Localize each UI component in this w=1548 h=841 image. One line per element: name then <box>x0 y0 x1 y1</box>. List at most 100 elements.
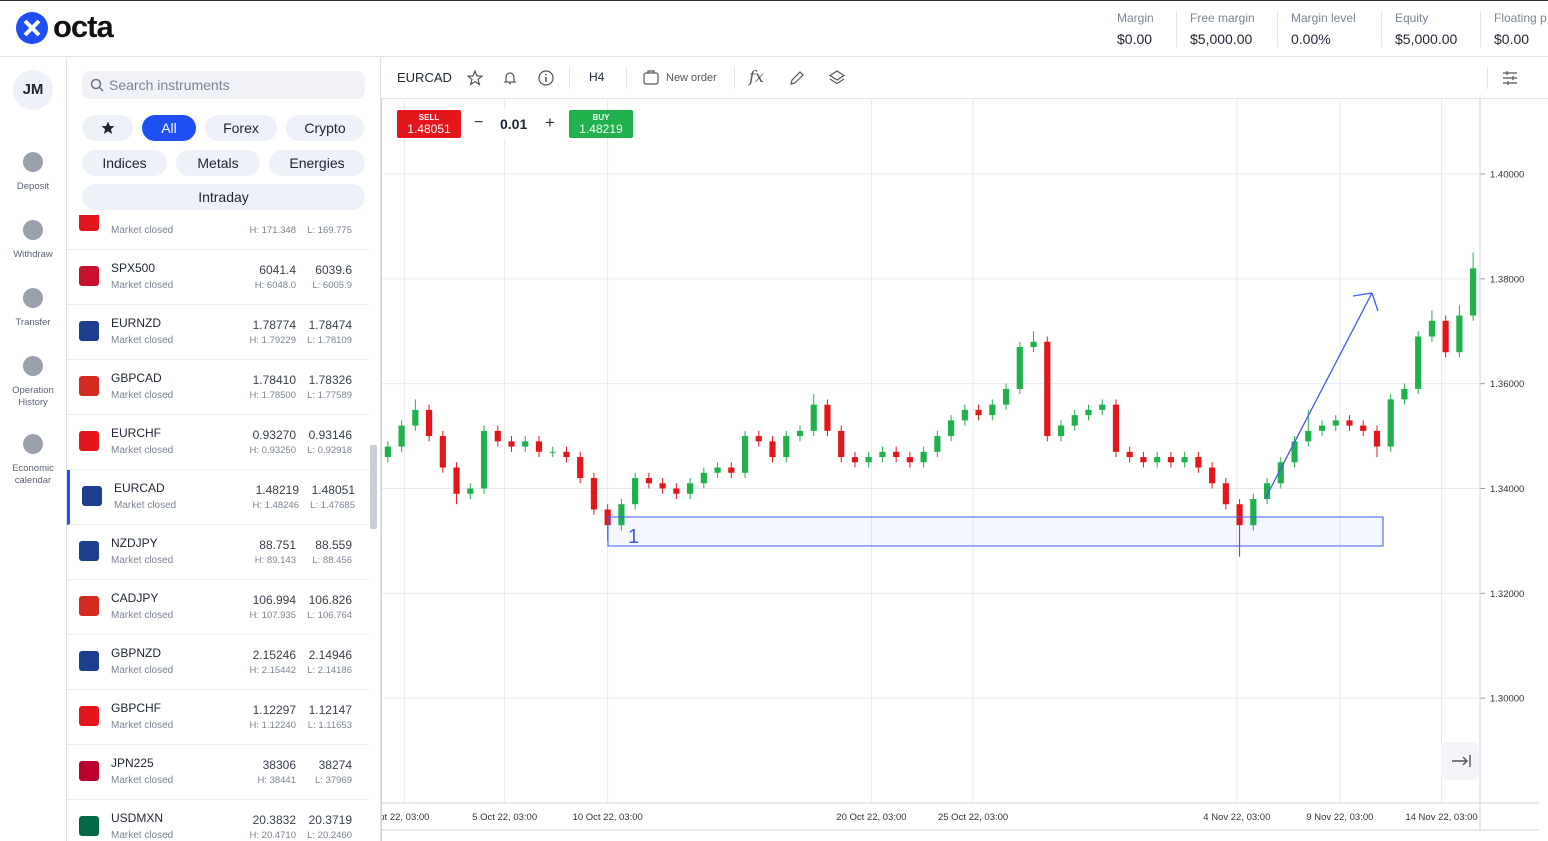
candle-body <box>796 430 804 437</box>
ask-price: 1.78326 <box>308 373 352 387</box>
new-order-icon[interactable] <box>643 70 661 86</box>
instrument-row[interactable]: GBPNZD Market closed 2.15246 2.14946 H: 2.15… <box>67 635 369 690</box>
lot-increase[interactable]: + <box>545 113 555 132</box>
info-icon[interactable] <box>537 69 555 87</box>
nav-label[interactable]: Transfer <box>15 317 51 328</box>
nav-icon[interactable] <box>23 434 43 454</box>
stat-value: $0.00 <box>1494 31 1530 47</box>
instrument-row[interactable]: USDMXN Market closed 20.3832 20.3719 H: 20.4… <box>67 800 369 841</box>
candle-body <box>508 441 515 447</box>
favorite-icon[interactable] <box>467 70 483 86</box>
nav-label[interactable]: Economic calendar <box>12 463 54 486</box>
candle-body <box>687 483 694 494</box>
timeframe[interactable]: H4 <box>589 70 605 84</box>
filter-button[interactable]: Intraday <box>82 184 365 210</box>
bid-price: 20.3832 <box>252 813 296 827</box>
layers-icon[interactable] <box>828 69 846 87</box>
symbol[interactable]: EURCAD <box>397 70 452 85</box>
instrument-row[interactable]: JPN225 Market closed 38306 38274 H: 38441 L: … <box>67 745 369 800</box>
candle-body <box>824 404 831 431</box>
market-status: Market closed <box>111 555 174 566</box>
instrument-row[interactable]: EURNZD Market closed 1.78774 1.78474 H: 1.79… <box>67 305 369 360</box>
instrument-name: JPN225 <box>111 756 154 770</box>
bid-price: 1.12297 <box>252 703 296 717</box>
candle-body <box>1263 483 1271 499</box>
favorites-filter[interactable] <box>82 115 133 141</box>
candle-body <box>1332 420 1339 426</box>
candle-body <box>769 441 776 458</box>
candle-body <box>425 409 433 437</box>
scrollbar[interactable] <box>370 445 377 529</box>
filter-button[interactable]: Crypto <box>286 115 364 141</box>
day-low: L: 1.47685 <box>310 500 355 511</box>
new-order[interactable]: New order <box>666 72 717 84</box>
instrument-row[interactable]: GBPCAD Market closed 1.78410 1.78326 H: 1.78… <box>67 360 369 415</box>
lot-decrease[interactable]: − <box>474 114 484 131</box>
nav-icon[interactable] <box>23 288 43 308</box>
instrument-name: GBPCAD <box>111 371 162 385</box>
nav-label[interactable]: Operation History <box>12 385 54 408</box>
flag-icon <box>79 651 99 671</box>
ask-price: 106.826 <box>308 593 352 607</box>
flag-icon <box>79 706 99 726</box>
top-bar: octa Margin $0.00 Free margin $5,000.00 Marg… <box>0 0 1548 57</box>
sell-button[interactable]: SELL 1.48051 <box>397 110 461 138</box>
day-low: L: 88.456 <box>312 555 352 566</box>
instrument-name: CADJPY <box>111 591 159 605</box>
filter-button[interactable]: Metals <box>176 150 260 176</box>
candle-body <box>412 409 419 426</box>
search-placeholder: Search instruments <box>109 77 230 93</box>
candle-body <box>398 425 405 447</box>
flag-icon <box>79 376 99 396</box>
candle-body <box>1002 388 1010 405</box>
nav-icon[interactable] <box>23 220 43 240</box>
instrument-row[interactable]: EURCHF Market closed 0.93270 0.93146 H: 0.93… <box>67 415 369 470</box>
buy-button[interactable]: BUY 1.48219 <box>569 110 633 138</box>
bid-price: 6041.4 <box>259 263 296 277</box>
bid-price: 106.994 <box>252 593 296 607</box>
nav-label[interactable]: Withdraw <box>13 249 53 260</box>
instrument-row[interactable]: Market closed H: 171.348 L: 169.775 <box>67 215 369 250</box>
filter-button[interactable]: All <box>142 115 196 141</box>
market-status: Market closed <box>111 390 174 401</box>
day-low: L: 169.775 <box>307 225 352 236</box>
instrument-row[interactable]: EURCAD Market closed 1.48219 1.48051 H: 1.48… <box>67 470 369 525</box>
ask-price: 1.12147 <box>308 703 352 717</box>
instrument-row[interactable]: CADJPY Market closed 106.994 106.826 H: 107.… <box>67 580 369 635</box>
candle-body <box>1428 320 1436 337</box>
logo[interactable]: octa <box>53 9 114 44</box>
lot-size[interactable]: 0.01 <box>500 116 528 132</box>
nav-label[interactable]: Deposit <box>16 181 50 192</box>
candle-body <box>1057 425 1065 437</box>
candle-body <box>1099 404 1106 410</box>
search-box[interactable]: Search instruments <box>82 71 365 99</box>
instrument-name: GBPCHF <box>111 701 162 715</box>
day-high: H: 20.4710 <box>249 830 296 841</box>
chart: 1 1.40000 1.38000 1.36000 1.34000 1.32000 1.3… <box>381 98 1539 841</box>
candle-body <box>1346 420 1353 426</box>
nav-icon[interactable] <box>23 152 43 172</box>
x-tick-label: 14 Nov 22, 03:00 <box>1405 812 1477 823</box>
avatar[interactable]: JM <box>13 70 53 110</box>
draw-icon[interactable] <box>788 69 806 87</box>
bid-price: 0.93270 <box>252 428 296 442</box>
settings-icon[interactable] <box>1501 69 1519 87</box>
bid-price: 1.78774 <box>252 318 296 332</box>
filter-button[interactable]: Energies <box>269 150 365 176</box>
instrument-row[interactable]: GBPCHF Market closed 1.12297 1.12147 H: 1.12… <box>67 690 369 745</box>
candle-body <box>755 436 762 442</box>
y-tick-label: 1.36000 <box>1490 379 1524 390</box>
alert-icon[interactable] <box>502 70 518 86</box>
candle-body <box>618 504 625 526</box>
nav-icon[interactable] <box>23 356 43 376</box>
indicators-icon[interactable]: fx <box>749 67 764 86</box>
candle-body <box>1222 483 1229 505</box>
filter-button[interactable]: Forex <box>205 115 277 141</box>
instrument-row[interactable]: SPX500 Market closed 6041.4 6039.6 H: 6048.0… <box>67 250 369 305</box>
filter-button[interactable]: Indices <box>82 150 167 176</box>
candle-body <box>975 409 982 416</box>
instrument-name: USDMXN <box>111 811 164 825</box>
candle-body <box>893 451 900 458</box>
candle-body <box>810 404 817 431</box>
instrument-row[interactable]: NZDJPY Market closed 88.751 88.559 H: 89.143… <box>67 525 369 580</box>
